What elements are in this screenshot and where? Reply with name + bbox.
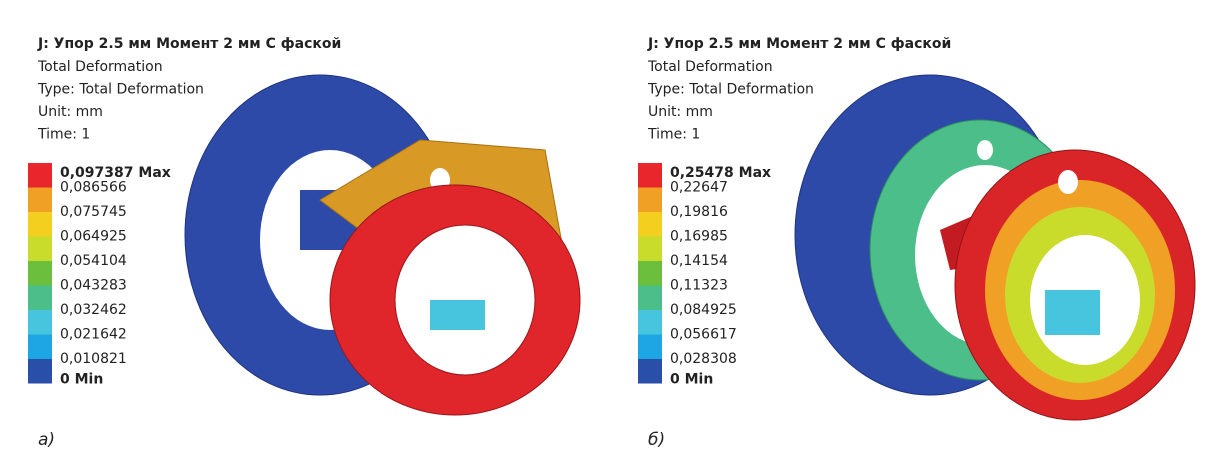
legend-swatch [28,237,52,262]
legend-label: 0,064925 [60,229,127,245]
info-line: Unit: mm [38,104,103,120]
legend-label: 0,056617 [670,327,737,343]
info-line: Time: 1 [37,127,90,143]
info-line: Type: Total Deformation [37,82,204,98]
legend-swatch [638,286,662,311]
legend-label: 0,11323 [670,278,728,294]
legend-swatch [28,335,52,360]
legend-label: 0,021642 [60,327,127,343]
caption: а) [38,430,55,450]
legend-swatch [638,163,662,188]
legend-swatch [638,335,662,360]
legend-label: 0 Min [670,372,713,388]
figure: J: Упор 2.5 мм Момент 2 мм С фаской Total… [0,0,1217,463]
legend-swatch [28,286,52,311]
legend-label: 0,043283 [60,278,127,294]
legend-swatch [28,212,52,237]
legend-label: 0,086566 [60,180,127,196]
legend-label: 0,075745 [60,204,127,220]
legend-label: 0,032462 [60,302,127,318]
legend-label: 0,084925 [670,302,737,318]
legend-label: 0,010821 [60,351,127,367]
legend-swatch [28,261,52,286]
legend-label: 0,19816 [670,204,728,220]
legend-swatch [638,310,662,335]
legend-swatch [28,163,52,188]
legend-swatch [638,237,662,262]
legend-label: 0,16985 [670,229,728,245]
legend-swatch [638,359,662,384]
legend-swatch [638,212,662,237]
caption: б) [648,430,665,450]
info-line: Unit: mm [648,104,713,120]
legend-label: 0,22647 [670,180,728,196]
info-line: Time: 1 [647,127,700,143]
legend-swatch [28,359,52,384]
info-line: Total Deformation [37,59,163,75]
info-line: Type: Total Deformation [647,82,814,98]
legend-swatch [638,188,662,213]
legend-swatch [638,261,662,286]
panel-title: J: Упор 2.5 мм Момент 2 мм С фаской [647,36,951,52]
legend-swatch [28,310,52,335]
legend-label: 0,028308 [670,351,737,367]
legend-label: 0 Min [60,372,103,388]
legend-label: 0,14154 [670,253,728,269]
info-line: Total Deformation [647,59,773,75]
legend-swatch [28,188,52,213]
panel-title: J: Упор 2.5 мм Момент 2 мм С фаской [37,36,341,52]
legend-label: 0,054104 [60,253,127,269]
